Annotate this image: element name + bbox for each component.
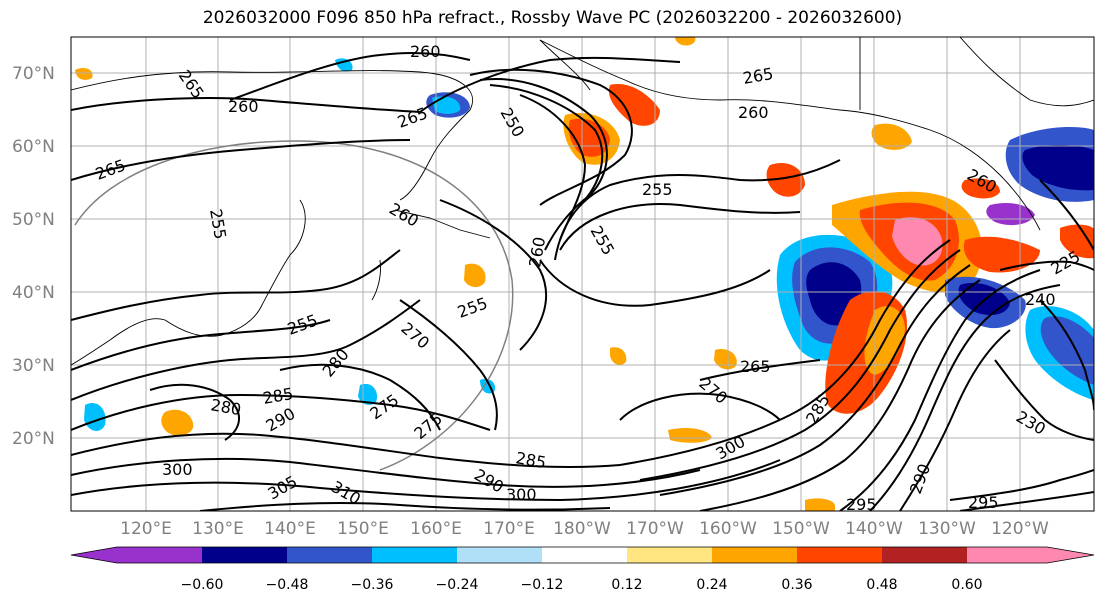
positive-anomaly-region [464,263,486,288]
lon-label: 180°W [553,519,611,539]
colorbar-outline [70,546,1095,564]
lat-label: 50°N [12,210,55,230]
lon-label: 140°E [264,519,316,539]
colorbar-segment [457,547,542,563]
contour-label: 300 [506,485,537,504]
positive-anomaly-region [75,67,93,80]
lat-label: 40°N [12,283,55,303]
negative-anomaly-region [1040,316,1094,385]
positive-anomaly-region [963,236,1040,273]
colorbar-tick-label: 0.48 [866,577,897,593]
positive-anomaly-region [668,427,712,443]
negative-anomaly-region [986,203,1035,226]
contour-label: 240 [1025,290,1056,309]
positive-anomaly-region [766,162,805,197]
colorbar: −0.60 −0.48 −0.36 −0.24 −0.12 0.12 0.24 … [70,546,1095,593]
colorbar-segment [117,547,202,563]
positive-anomaly-region [161,409,194,436]
colorbar-tick-label: −0.48 [266,577,309,593]
colorbar-segment [627,547,712,563]
negative-anomaly-region [84,402,106,432]
negative-anomaly-region [1022,145,1094,191]
colorbar-segment [967,547,1047,563]
positive-anomaly-region [892,217,943,266]
positive-anomaly-region [675,37,696,46]
lon-label: 120°W [991,519,1049,539]
colorbar-segment [372,547,457,563]
reference-circle [74,140,514,471]
colorbar-segment [202,547,287,563]
lon-label: 160°E [410,519,462,539]
colorbar-tick-label: 0.24 [696,577,727,593]
colorbar-segment [71,547,117,563]
longitude-labels: 120°E 130°E 140°E 150°E 160°E 170°E 180°… [120,519,1049,539]
lon-label: 140°W [845,519,903,539]
colorbar-segment [797,547,882,563]
positive-anomaly-region [961,178,1000,199]
colorbar-tick-label: 0.36 [781,577,812,593]
colorbar-tick-label: 0.12 [611,577,642,593]
positive-anomaly-region [805,498,835,511]
positive-anomaly-region [608,84,660,126]
latitude-labels: 70°N 60°N 50°N 40°N 30°N 20°N [12,64,55,449]
colorbar-tick-label: −0.60 [181,577,224,593]
graticule [71,37,1094,511]
positive-anomaly-region [714,349,737,370]
colorbar-tick-label: −0.12 [521,577,564,593]
lat-label: 60°N [12,137,55,157]
contour-label: 255 [642,180,673,199]
map-border [70,36,1095,512]
contour-label: 260 [228,97,259,116]
colorbar-segment [882,547,967,563]
lon-label: 130°W [918,519,976,539]
lat-label: 30°N [12,356,55,376]
lon-label: 150°E [337,519,389,539]
lon-label: 170°E [483,519,535,539]
positive-anomaly-region [871,123,912,150]
lon-label: 130°E [192,519,244,539]
contour-label: 260 [738,103,769,122]
positive-anomaly-region [610,347,627,365]
contour-label: 260 [410,42,441,61]
contour-label: 295 [846,495,877,514]
colorbar-segment [542,547,627,563]
contour-label: 295 [968,493,999,512]
coastlines [71,37,1094,366]
colorbar-tick-label: −0.24 [436,577,479,593]
lon-label: 170°W [626,519,684,539]
lat-label: 70°N [12,64,55,84]
lon-label: 160°W [699,519,757,539]
contour-label: 265 [740,357,771,376]
colorbar-segment [1047,547,1094,563]
colorbar-tick-label: 0.60 [951,577,982,593]
lon-label: 120°E [120,519,172,539]
positive-anomaly-region [1060,224,1094,259]
colorbar-segment [287,547,372,563]
map-title: 2026032000 F096 850 hPa refract., Rossby… [202,8,903,28]
colorbar-tick-label: −0.36 [351,577,394,593]
lon-label: 150°W [772,519,830,539]
refractivity-contours [71,51,1094,511]
contour-label: 300 [162,460,193,479]
lat-label: 20°N [12,429,55,449]
colorbar-segment [712,547,797,563]
